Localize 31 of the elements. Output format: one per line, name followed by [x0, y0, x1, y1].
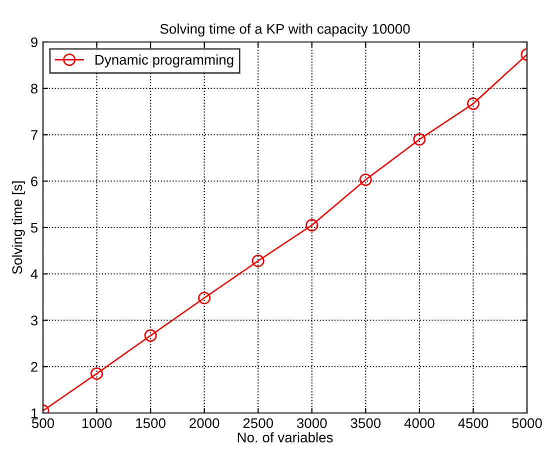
y-tick-label: 6	[31, 176, 38, 186]
y-axis-title: Solving time [s]	[12, 181, 25, 274]
y-tick-label: 1	[31, 408, 38, 418]
y-tick-label: 5	[30, 222, 38, 233]
x-tick-label: 1000	[82, 418, 112, 428]
point	[413, 133, 426, 146]
x-tick-label: 2500	[243, 418, 274, 428]
y-tick-label: 9	[31, 37, 38, 48]
x-tick-label: 2000	[190, 418, 220, 428]
legend-label: Dynamic programming	[96, 54, 234, 68]
x-tick-label: 3000	[296, 418, 327, 428]
x-tick-label: 5000	[512, 418, 542, 428]
x-tick-label: 4500	[458, 418, 488, 428]
point	[306, 218, 318, 232]
y-tick-label: 2	[31, 362, 38, 372]
x-tick-label: 3500	[350, 418, 381, 428]
point	[90, 367, 104, 380]
y-tick-label: 4	[30, 269, 38, 279]
point	[359, 173, 372, 186]
x-tick-label: 4000	[404, 418, 434, 428]
x-axis-title: No. of variables	[238, 432, 333, 442]
point	[252, 254, 264, 268]
x-tick-label: 1500	[136, 418, 166, 428]
y-tick-label: 8	[31, 84, 38, 94]
point	[198, 292, 211, 304]
chart-title: Solving time of a KP with capacity 10000	[160, 24, 410, 37]
y-tick-label: 3	[30, 316, 38, 326]
y-tick-label: 7	[31, 130, 38, 140]
point	[466, 97, 480, 110]
x-tick-label: 500	[32, 418, 54, 428]
point	[144, 329, 157, 342]
